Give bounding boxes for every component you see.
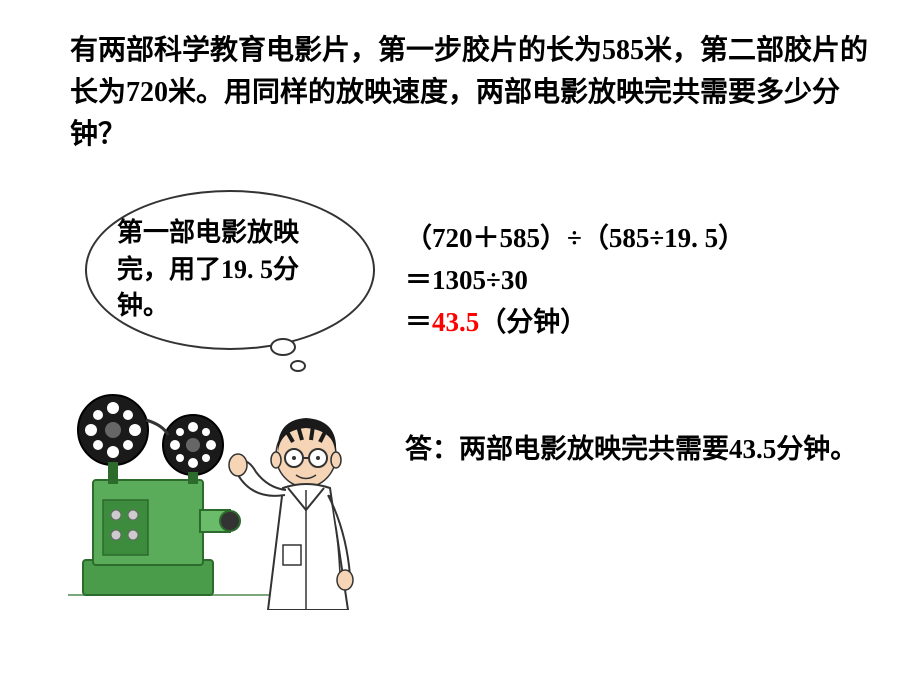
calc-line-3: ＝43.5（分钟） — [405, 302, 745, 344]
speech-tail-1 — [270, 338, 296, 356]
answer-text: 答：两部电影放映完共需要43.5分钟。 — [405, 430, 865, 469]
speech-tail-2 — [290, 360, 306, 372]
speech-bubble: 第一部电影放映完，用了19. 5分钟。 — [85, 190, 375, 350]
calc-line-1: （720＋585）÷（585÷19. 5） — [405, 218, 745, 260]
calc-eq: ＝ — [405, 307, 432, 337]
calc-line-2: ＝1305÷30 — [405, 260, 745, 302]
problem-statement: 有两部科学教育电影片，第一步胶片的长为585米，第二部胶片的长为720米。用同样… — [70, 30, 870, 156]
calculation-block: （720＋585）÷（585÷19. 5） ＝1305÷30 ＝43.5（分钟） — [405, 218, 745, 344]
calc-result-value: 43.5 — [432, 307, 479, 337]
calc-unit: （分钟） — [479, 307, 587, 337]
illustration — [68, 380, 378, 610]
speech-text: 第一部电影放映完，用了19. 5分钟。 — [117, 215, 343, 324]
